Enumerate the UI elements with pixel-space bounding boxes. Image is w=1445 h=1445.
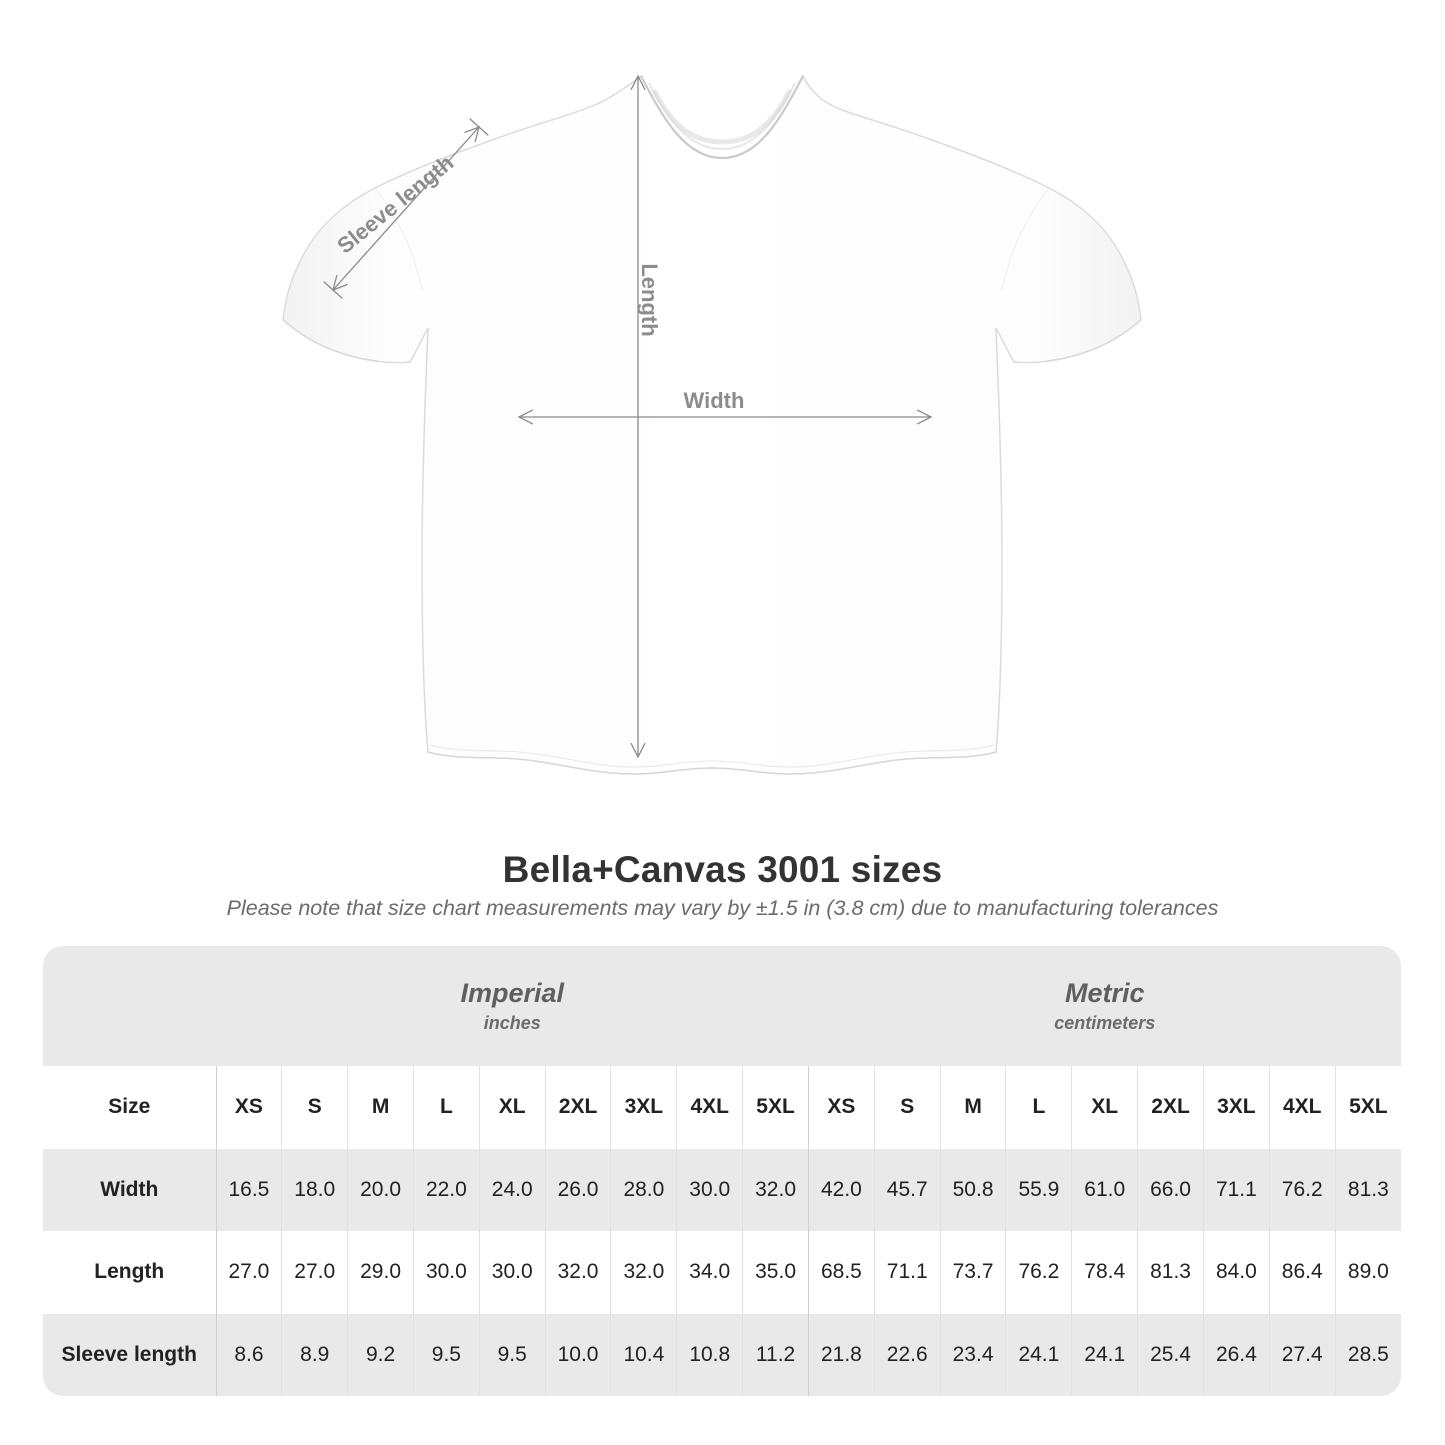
svg-text:Width: Width [684,388,745,413]
svg-text:Length: Length [637,263,662,336]
